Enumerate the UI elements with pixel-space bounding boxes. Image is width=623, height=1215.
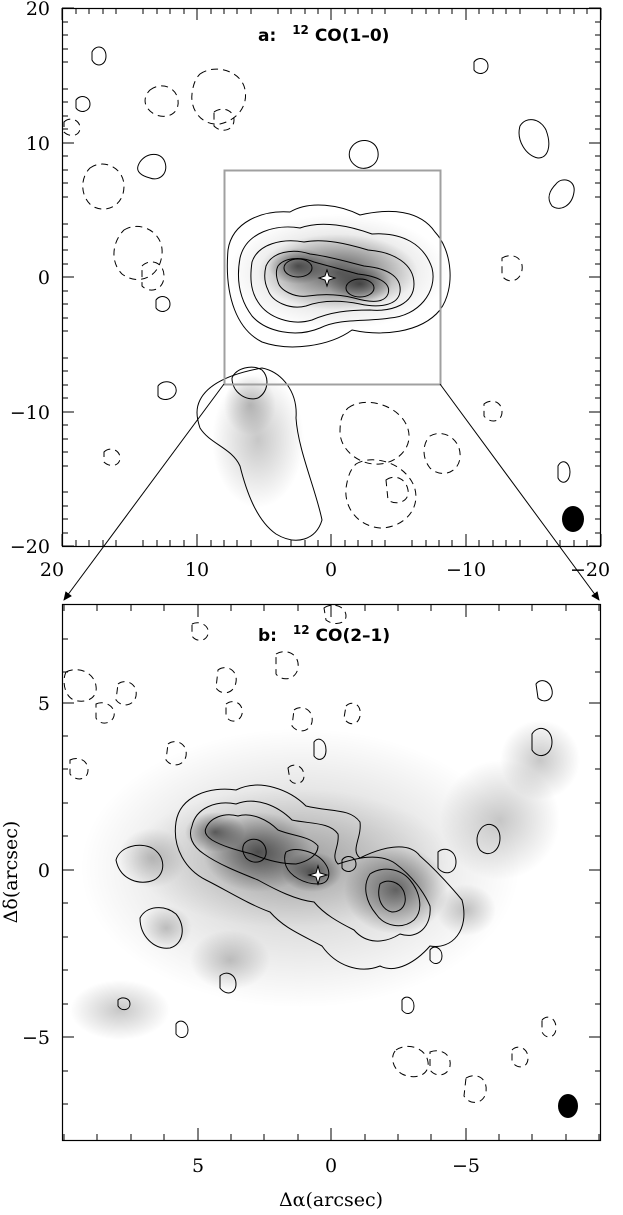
panel-a-x-tick-labels: 20 10 0 −10 −20	[40, 559, 610, 581]
panel-b-co21-map: b: 12 CO(2–1) 5 0 −5 5 0 −5 Δα(arcsec) Δ…	[0, 603, 602, 1211]
zoom-connector-left	[63, 383, 225, 601]
panel-b-y-tick-label: 5	[38, 693, 50, 715]
panel-b-letter: b:	[258, 626, 277, 646]
panel-b-emission-shading	[70, 720, 580, 1040]
panel-a-y-tick-labels: 20 10 0 −10 −20	[10, 0, 50, 558]
panel-b-beam	[558, 1094, 578, 1118]
panel-a-letter: a:	[258, 26, 276, 46]
panel-b-y-tick-label: 0	[38, 860, 50, 882]
panel-b-plot-area: b: 12 CO(2–1)	[63, 604, 580, 1118]
panel-b-x-tick-labels: 5 0 −5	[192, 1155, 480, 1177]
panel-b-x-axis-label: Δα(arcsec)	[279, 1189, 383, 1211]
panel-b-title-sup: 12	[293, 623, 310, 637]
panel-a-title: a: 12 CO(1–0)	[258, 19, 389, 46]
panel-a-ticks	[61, 7, 602, 547]
panel-a-emission-shading	[212, 214, 448, 508]
panel-a-y-tick-label: 10	[26, 133, 50, 155]
panel-b-y-axis-label: Δδ(arcsec)	[0, 821, 22, 924]
panel-a-title-sup: 12	[292, 23, 309, 37]
panel-a-x-tick-label: −20	[570, 559, 610, 581]
panel-a-star-marker	[317, 268, 337, 288]
panel-a-co10-map: a: 12 CO(1–0) 20 10 0 −10 −20 20 10 0 −1…	[10, 0, 610, 581]
panel-a-title-main: CO(1–0)	[315, 26, 390, 46]
panel-b-star-marker	[307, 864, 329, 886]
panel-b-title: b: 12 CO(2–1)	[258, 619, 390, 646]
panel-a-y-tick-label: 0	[38, 267, 50, 289]
panel-a-x-tick-label: 0	[325, 559, 337, 581]
panel-b-x-tick-label: 0	[325, 1155, 337, 1177]
panel-b-frame	[61, 603, 602, 1142]
panel-a-x-tick-label: 10	[185, 559, 209, 581]
zoom-connector-lines	[63, 383, 600, 601]
panel-b-x-tick-label: 5	[192, 1155, 204, 1177]
panel-b-negative-contours	[63, 604, 557, 1103]
panel-b-x-tick-label: −5	[452, 1155, 480, 1177]
panel-a-negative-contours	[63, 68, 523, 529]
panel-a-positive-contours	[75, 46, 575, 541]
panel-a-y-tick-label: −20	[10, 536, 50, 558]
panel-b-ticks	[62, 605, 601, 1140]
panel-a-x-tick-label: 20	[40, 559, 64, 581]
panel-b-y-tick-label: −5	[22, 1027, 50, 1049]
panel-b-title-main: CO(2–1)	[316, 626, 391, 646]
panel-a-plot-area: a: 12 CO(1–0)	[63, 19, 584, 541]
panel-b-y-tick-labels: 5 0 −5	[22, 693, 50, 1049]
panel-a-beam	[562, 506, 584, 532]
zoom-connector-right	[439, 383, 600, 601]
panel-a-zoom-box	[223, 169, 442, 386]
panel-a-y-tick-label: −10	[10, 402, 50, 424]
panel-a-y-tick-label: 20	[26, 0, 50, 20]
panel-a-x-tick-label: −10	[446, 559, 486, 581]
